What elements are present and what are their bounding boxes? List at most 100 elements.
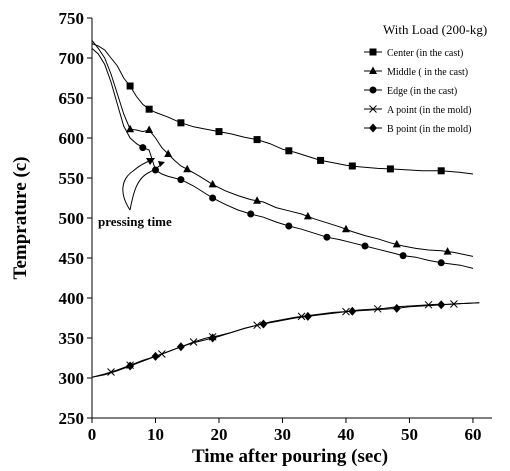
x-marker-stroke bbox=[450, 300, 458, 308]
series-1-marker bbox=[392, 239, 401, 248]
legend-label: A point (in the mold) bbox=[387, 105, 471, 116]
y-tick-label: 650 bbox=[59, 89, 85, 108]
series-3-marker bbox=[253, 321, 261, 330]
marker-layer bbox=[107, 82, 458, 376]
series-4-marker bbox=[392, 303, 401, 313]
x-axis-title: Time after pouring (sec) bbox=[192, 446, 388, 467]
series-line-4 bbox=[91, 302, 480, 378]
series-3-marker bbox=[450, 300, 458, 308]
series-3-marker bbox=[107, 368, 115, 376]
y-tick-label: 450 bbox=[59, 249, 85, 268]
series-0-marker bbox=[348, 162, 356, 170]
x-marker-stroke bbox=[424, 300, 433, 309]
series-2-marker bbox=[323, 233, 331, 241]
y-axis-title: Temprature (c) bbox=[10, 157, 31, 280]
series-0-marker bbox=[285, 147, 293, 155]
series-1-marker bbox=[145, 125, 154, 133]
x-marker-stroke bbox=[253, 321, 261, 330]
series-4-marker bbox=[259, 319, 268, 329]
x-tick-label: 10 bbox=[147, 425, 164, 444]
series-0-marker bbox=[215, 128, 223, 136]
series-1-marker bbox=[303, 211, 312, 220]
legend-marker bbox=[369, 105, 377, 113]
series-1-marker bbox=[126, 124, 135, 133]
x-tick-label: 50 bbox=[401, 425, 418, 444]
series-0-marker bbox=[177, 119, 185, 127]
series-0-marker bbox=[253, 136, 261, 144]
series-4-marker bbox=[176, 342, 185, 352]
y-tick-label: 400 bbox=[59, 289, 85, 308]
annotation-arrowhead-lower bbox=[158, 161, 165, 167]
x-tick-label: 30 bbox=[274, 425, 291, 444]
series-3-marker bbox=[297, 312, 306, 321]
x-marker-stroke bbox=[107, 368, 115, 376]
x-tick-label: 0 bbox=[88, 425, 97, 444]
series-3-marker bbox=[157, 350, 166, 358]
y-tick-label: 700 bbox=[59, 49, 85, 68]
x-marker-stroke bbox=[369, 105, 377, 113]
y-tick-label: 750 bbox=[59, 9, 85, 28]
series-1-marker bbox=[341, 224, 350, 233]
annotation-arrowhead-upper bbox=[146, 158, 155, 165]
series-4-marker bbox=[303, 311, 312, 321]
x-tick-label: 20 bbox=[210, 425, 227, 444]
series-1-marker bbox=[208, 179, 217, 188]
series-0-marker bbox=[437, 167, 445, 175]
series-2-marker bbox=[285, 222, 293, 230]
series-line-3 bbox=[91, 302, 480, 378]
series-4-marker bbox=[126, 361, 135, 371]
series-1-marker bbox=[443, 247, 452, 255]
annotation-arrow-upper bbox=[122, 159, 153, 211]
series-4-marker bbox=[151, 351, 160, 361]
y-tick-label: 300 bbox=[59, 369, 85, 388]
legend-marker bbox=[369, 86, 377, 94]
series-0-marker bbox=[145, 105, 153, 113]
series-4-marker bbox=[348, 306, 357, 316]
series-1-marker bbox=[253, 196, 262, 204]
series-2-marker bbox=[399, 252, 407, 260]
annotation: pressing time bbox=[98, 158, 172, 229]
series-3-marker bbox=[424, 300, 433, 309]
series-0-marker bbox=[317, 156, 325, 164]
series-1-marker bbox=[164, 149, 173, 157]
series-line-2 bbox=[91, 48, 474, 269]
legend-label: B point (in the mold) bbox=[387, 124, 471, 135]
legend-marker bbox=[369, 48, 377, 56]
series-3-marker bbox=[373, 304, 382, 313]
series-3-marker bbox=[342, 307, 350, 316]
series-0-marker bbox=[126, 82, 134, 90]
series-4-marker bbox=[208, 333, 217, 343]
legend: With Load (200-kg) Center (in the cast) M… bbox=[364, 22, 487, 135]
series-2-marker bbox=[361, 242, 369, 250]
y-tick-label: 600 bbox=[59, 129, 85, 148]
x-marker-stroke bbox=[297, 312, 306, 321]
series-2-marker bbox=[151, 166, 159, 174]
legend-label: Edge (in the cast) bbox=[387, 86, 457, 97]
legend-title: With Load (200-kg) bbox=[383, 22, 487, 37]
y-tick-label: 250 bbox=[59, 409, 85, 428]
x-tick-label: 40 bbox=[337, 425, 354, 444]
x-marker-stroke bbox=[342, 307, 350, 316]
x-marker-stroke bbox=[157, 350, 166, 358]
series-1-marker bbox=[183, 164, 192, 173]
legend-marker bbox=[369, 66, 377, 74]
legend-label: Middle ( in the cast) bbox=[387, 67, 468, 78]
series-3-marker bbox=[189, 338, 198, 346]
series-2-marker bbox=[139, 144, 147, 152]
legend-marker bbox=[369, 123, 377, 133]
series-2-marker bbox=[177, 176, 185, 184]
annotation-label: pressing time bbox=[98, 214, 172, 229]
x-tick-label: 60 bbox=[464, 425, 481, 444]
y-tick-label: 550 bbox=[59, 169, 85, 188]
y-ticks: 250 300 350 400 450 500 550 600 650 700 750 bbox=[59, 9, 92, 428]
series-2-marker bbox=[437, 259, 445, 267]
x-marker-stroke bbox=[373, 304, 382, 313]
x-marker-stroke bbox=[189, 338, 198, 346]
series-2-marker bbox=[247, 210, 255, 218]
x-ticks: 0 10 20 30 40 50 60 bbox=[88, 418, 481, 444]
y-tick-label: 500 bbox=[59, 209, 85, 228]
series-2-marker bbox=[209, 194, 217, 202]
series-0-marker bbox=[386, 165, 394, 173]
y-tick-label: 350 bbox=[59, 329, 85, 348]
